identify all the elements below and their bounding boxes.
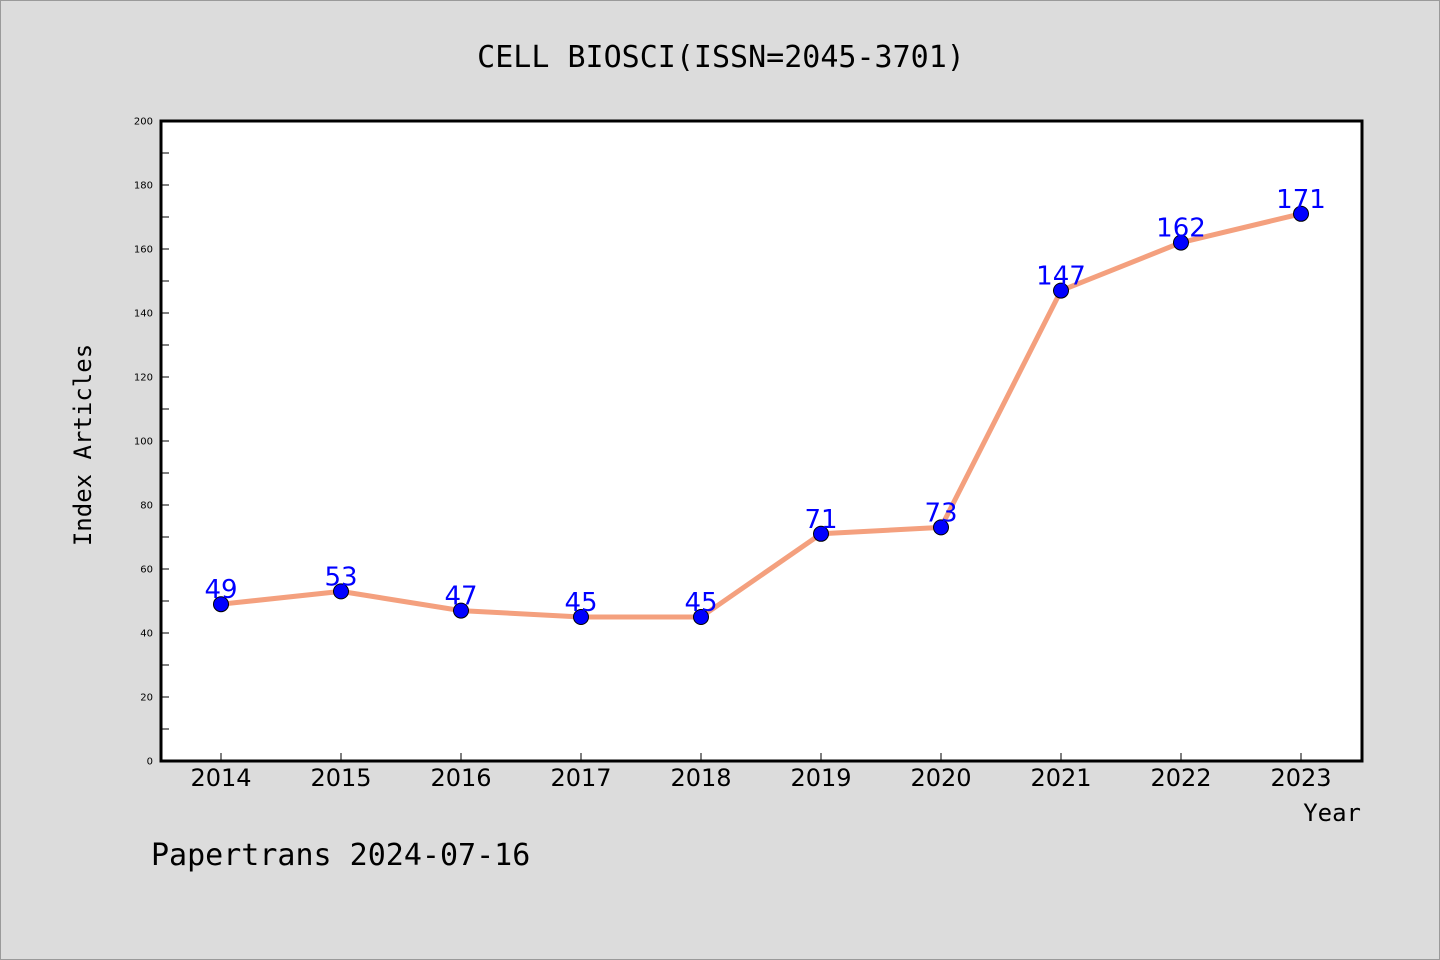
series-line-group: 49 53 47 45 45 71 73 147 162 171 (204, 185, 1326, 625)
footer-credit: Papertrans 2024-07-16 (151, 838, 530, 873)
data-label: 45 (564, 588, 597, 618)
series-line (220, 211, 1302, 620)
y-axis-label: Index Articles (69, 344, 97, 546)
x-tick-label: 2017 (550, 764, 611, 792)
data-label: 49 (204, 575, 237, 605)
data-label: 162 (1156, 214, 1206, 244)
x-tick-label: 2022 (1150, 764, 1211, 792)
y-tick-label: 140 (134, 309, 153, 320)
y-tick-label: 60 (140, 565, 153, 576)
data-point (1293, 205, 1309, 222)
x-tick-label: 2016 (430, 764, 491, 792)
data-point (813, 525, 829, 542)
data-point (573, 609, 589, 625)
y-tick-label: 20 (140, 693, 153, 704)
y-axis: 0 20 40 60 80 100 120 140 160 180 200 (134, 117, 169, 768)
x-tick-label: 2015 (310, 764, 371, 792)
data-label: 147 (1036, 262, 1086, 292)
x-tick-label: 2018 (670, 764, 731, 792)
data-point (1053, 282, 1069, 299)
data-label: 71 (804, 505, 837, 535)
plot-area (159, 119, 1364, 763)
y-tick-label: 120 (134, 373, 153, 384)
data-point (1173, 234, 1189, 251)
x-tick-label: 2019 (790, 764, 851, 792)
data-point (933, 519, 949, 536)
x-tick-label: 2021 (1030, 764, 1091, 792)
y-tick-label: 80 (140, 501, 153, 512)
data-label: 45 (684, 588, 717, 618)
x-tick-label: 2023 (1270, 764, 1331, 792)
y-tick-label: 100 (134, 437, 153, 448)
chart-title: CELL BIOSCI(ISSN=2045-3701) (477, 40, 965, 75)
data-label: 53 (324, 562, 357, 592)
data-point (213, 596, 229, 613)
data-point (453, 602, 469, 619)
x-tick-label: 2020 (910, 764, 971, 792)
data-label: 47 (444, 582, 477, 612)
data-point (693, 609, 709, 625)
data-label: 171 (1276, 185, 1326, 215)
data-point (333, 583, 349, 600)
y-tick-label: 180 (134, 181, 153, 192)
y-tick-label: 40 (140, 629, 153, 640)
y-tick-label: 0 (147, 757, 153, 768)
x-axis-label: Year (1303, 799, 1361, 827)
y-tick-label: 200 (134, 117, 153, 128)
data-label: 73 (924, 498, 957, 528)
x-axis: 2014 2015 2016 2017 2018 2019 2020 2021 2022 2023 (190, 753, 1332, 792)
y-tick-label: 160 (134, 245, 153, 256)
x-tick-label: 2014 (190, 764, 251, 792)
